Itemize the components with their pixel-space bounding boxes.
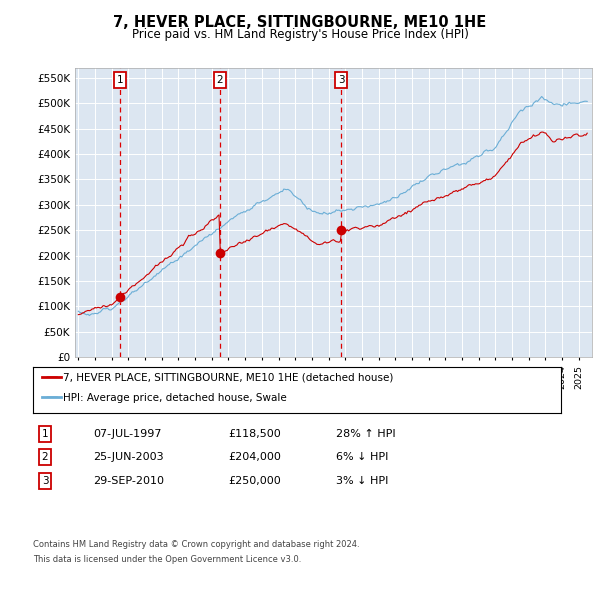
Text: 1: 1: [117, 75, 124, 85]
Text: 25-JUN-2003: 25-JUN-2003: [93, 453, 164, 462]
Text: £118,500: £118,500: [228, 429, 281, 438]
Text: 28% ↑ HPI: 28% ↑ HPI: [336, 429, 395, 438]
Text: £204,000: £204,000: [228, 453, 281, 462]
Text: —: —: [45, 391, 58, 404]
Text: Contains HM Land Registry data © Crown copyright and database right 2024.: Contains HM Land Registry data © Crown c…: [33, 540, 359, 549]
Text: This data is licensed under the Open Government Licence v3.0.: This data is licensed under the Open Gov…: [33, 555, 301, 563]
Text: 2: 2: [217, 75, 223, 85]
Text: 3: 3: [338, 75, 344, 85]
Text: 7, HEVER PLACE, SITTINGBOURNE, ME10 1HE (detached house): 7, HEVER PLACE, SITTINGBOURNE, ME10 1HE …: [63, 373, 394, 382]
Text: £250,000: £250,000: [228, 476, 281, 486]
Text: —: —: [45, 371, 58, 384]
Text: 6% ↓ HPI: 6% ↓ HPI: [336, 453, 388, 462]
Text: 7, HEVER PLACE, SITTINGBOURNE, ME10 1HE: 7, HEVER PLACE, SITTINGBOURNE, ME10 1HE: [113, 15, 487, 30]
Text: 29-SEP-2010: 29-SEP-2010: [93, 476, 164, 486]
Text: 3: 3: [41, 476, 49, 486]
Text: HPI: Average price, detached house, Swale: HPI: Average price, detached house, Swal…: [63, 393, 287, 402]
Text: 1: 1: [41, 429, 49, 438]
Text: 2: 2: [41, 453, 49, 462]
Text: 07-JUL-1997: 07-JUL-1997: [93, 429, 161, 438]
Text: Price paid vs. HM Land Registry's House Price Index (HPI): Price paid vs. HM Land Registry's House …: [131, 28, 469, 41]
Text: 3% ↓ HPI: 3% ↓ HPI: [336, 476, 388, 486]
